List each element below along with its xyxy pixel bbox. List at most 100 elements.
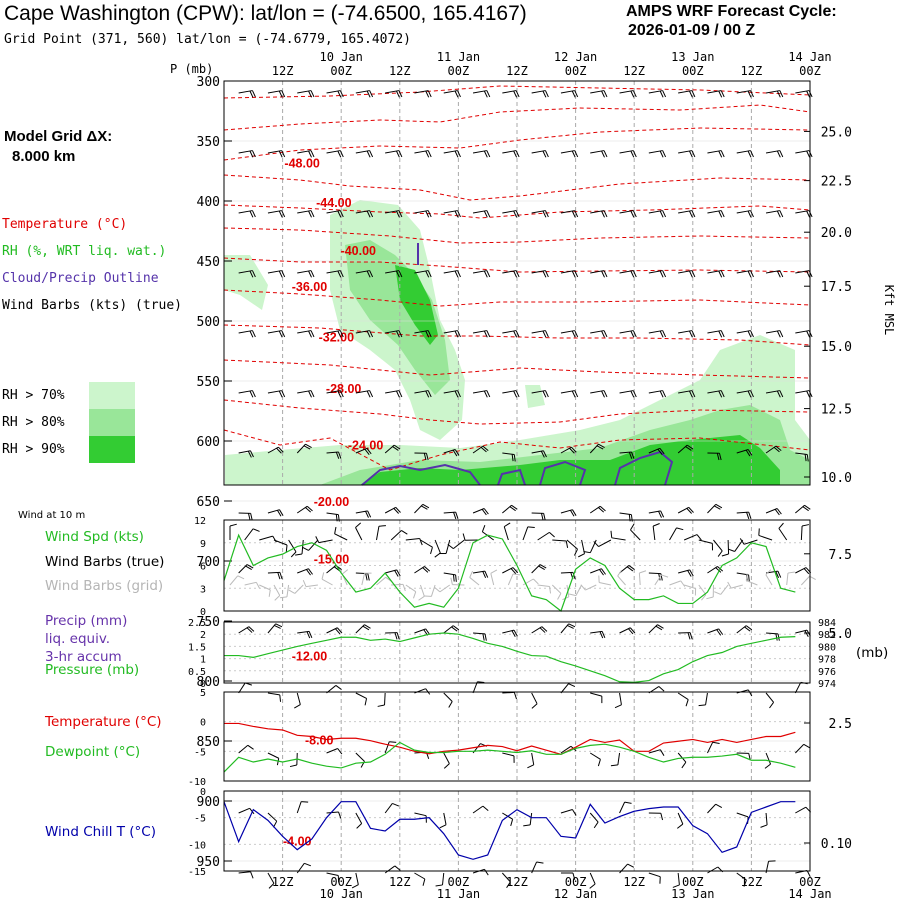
upper-air-wind-barb-feather [513, 390, 518, 398]
upper-air-wind-barb-feather [513, 692, 517, 700]
model-grid-line2: 8.000 km [12, 148, 76, 165]
upper-air-wind-barb-feather [593, 821, 599, 829]
upper-air-wind-barb-feather [601, 90, 605, 98]
upper-air-wind-barb-feather [457, 90, 461, 98]
upper-air-wind-barb-feather [513, 210, 518, 218]
upper-air-wind-barb-feather [483, 210, 488, 218]
surface-wind-barb-grid [537, 584, 550, 587]
surface-wind-barb-grid-feather [490, 569, 498, 574]
upper-air-wind-barb-feather [598, 443, 605, 448]
rh-area-4 [525, 385, 545, 408]
upper-air-wind-barb-feather [601, 390, 605, 398]
upper-air-wind-barb-feather [427, 330, 432, 338]
upper-air-wind-barb-feather [482, 633, 485, 641]
upper-air-wind-barb [794, 682, 802, 694]
pressure-tick-label-right: 984 [818, 618, 836, 629]
upper-air-wind-barb-feather [715, 503, 723, 509]
upper-air-wind-barb [238, 744, 249, 754]
height-tick-label: 7.5 [829, 548, 852, 563]
upper-air-wind-barb-feather [483, 508, 489, 515]
bottom-time-label: 00Z [448, 875, 470, 889]
precip-label-2: liq. equiv. [45, 631, 111, 647]
upper-air-wind-barb [617, 752, 621, 765]
surface-wind-barb-grid-feather [512, 573, 521, 576]
upper-air-wind-barb-feather [569, 447, 575, 454]
upper-air-wind-barb-feather [484, 633, 487, 641]
pressure-tick-label-right: 978 [818, 655, 836, 666]
temperature-line [224, 722, 796, 755]
upper-air-wind-barb-feather [687, 632, 691, 640]
bottom-time-label: 00Z [682, 875, 704, 889]
upper-air-wind-barb-feather [536, 861, 544, 864]
y-tick-label: -5 [194, 814, 206, 825]
pressure-line [224, 632, 796, 683]
pressure-tick-label: 650 [197, 495, 220, 510]
upper-air-wind-barb-feather [310, 150, 315, 158]
upper-air-wind-barb [677, 812, 684, 825]
upper-air-wind-barb-feather [477, 681, 485, 684]
upper-air-wind-barb-feather [251, 330, 256, 338]
temperature-contour-11 [223, 429, 811, 471]
height-tick-label: 22.5 [821, 175, 852, 190]
upper-air-wind-barb-feather [310, 390, 315, 398]
upper-air-wind-barb-feather [455, 512, 459, 519]
upper-air-wind-barb-feather [365, 511, 369, 518]
upper-air-wind-barb-feather [513, 150, 518, 158]
surface-wind-barb-true [652, 526, 656, 541]
upper-air-wind-barb-feather [454, 90, 459, 98]
upper-air-wind-barb-feather [601, 330, 605, 338]
upper-air-wind-barb-feather [483, 150, 488, 158]
upper-air-wind-barb [705, 692, 708, 705]
upper-air-wind-barb-feather [777, 570, 782, 578]
surface-wind-barb-grid [305, 584, 318, 588]
surface-wind-barb-grid [720, 584, 729, 595]
surface-wind-barb-grid [684, 584, 696, 589]
upper-air-wind-barb-feather [338, 811, 342, 819]
upper-air-wind-barb [267, 872, 275, 884]
upper-air-wind-barb-feather [366, 330, 371, 338]
upper-air-wind-barb-feather [747, 330, 752, 338]
pressure-tick-label: 850 [197, 735, 220, 750]
upper-air-wind-barb [590, 692, 602, 697]
surface-wind-barb-true [503, 526, 509, 541]
upper-air-wind-barb-feather [276, 447, 282, 454]
top-date-label: 10 Jan [320, 50, 363, 64]
surface-wind-barb-true-feather [430, 547, 433, 555]
upper-air-wind-barb-feather [543, 513, 546, 521]
upper-air-wind-barb-feather [658, 511, 662, 518]
upper-air-wind-barb-feather [251, 270, 256, 278]
upper-air-wind-barb-feather [574, 270, 579, 278]
axis-text: 3003504004505005506006507007508008509009… [170, 50, 896, 900]
windchill-label: Wind Chill T (°C) [45, 824, 156, 840]
upper-air-wind-barb-feather [281, 90, 286, 98]
surface-wind-barb-true [566, 539, 578, 550]
surface-wind-barb-true [589, 539, 597, 553]
surface-wind-barb-grid-feather [274, 595, 281, 601]
surface-wind-barb-true-feather [481, 525, 486, 532]
surface-wind-barb-grid-feather [434, 587, 441, 593]
upper-air-wind-barb [794, 744, 805, 754]
upper-air-wind-barb-feather [658, 686, 665, 692]
surface-wind-barb-true-feather [565, 540, 569, 548]
upper-air-wind-barb-feather [750, 330, 754, 338]
upper-air-wind-barb-feather [688, 507, 694, 513]
wind-barbs [229, 90, 816, 889]
upper-air-wind-barb-feather [486, 390, 491, 398]
upper-air-wind-barb-feather [630, 270, 635, 278]
panel-frame-3 [223, 790, 811, 872]
upper-air-wind-barb-feather [443, 763, 450, 769]
y-tick-label: 1 [200, 655, 206, 666]
upper-air-wind-barb-feather [632, 210, 637, 218]
upper-air-wind-barb-feather [425, 390, 430, 398]
pressure-tick-label: 600 [197, 435, 220, 450]
upper-air-wind-barb-feather [425, 90, 430, 98]
surface-wind-barb-grid-feather [418, 595, 425, 601]
upper-air-wind-barb-feather [776, 390, 781, 398]
upper-air-wind-barb-feather [339, 210, 344, 218]
top-time-label: 12Z [389, 64, 411, 78]
height-tick-label: 20.0 [821, 226, 852, 241]
upper-air-wind-barb-feather [515, 270, 520, 278]
upper-air-wind-barb [267, 812, 278, 822]
upper-air-wind-barb [795, 806, 807, 814]
